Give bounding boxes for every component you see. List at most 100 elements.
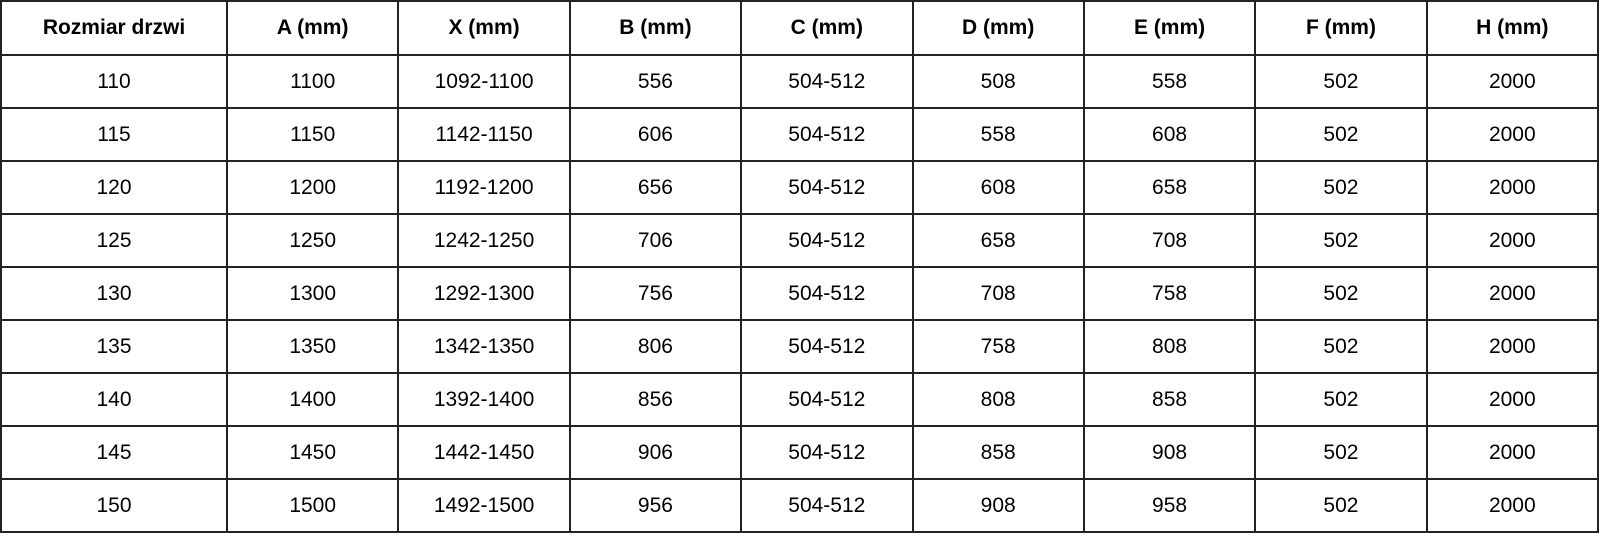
column-header: F (mm) — [1254, 0, 1428, 56]
table-cell: 2000 — [1425, 160, 1600, 215]
table-cell: 502 — [1254, 319, 1428, 374]
table-cell: 502 — [1254, 478, 1428, 533]
table-row: 150 1500 1492-1500 956 504-512 908 958 502 2000 — [0, 478, 1600, 533]
table-cell: 1492-1500 — [397, 478, 571, 533]
column-header: Rozmiar drzwi — [0, 0, 228, 56]
table-row: 145 1450 1442-1450 906 504-512 858 908 502 2000 — [0, 425, 1600, 480]
table-cell: 606 — [568, 107, 743, 162]
table-cell: 504-512 — [740, 266, 914, 321]
table-cell: 908 — [911, 478, 1085, 533]
table-cell: 2000 — [1425, 213, 1600, 268]
table-cell: 504-512 — [740, 425, 914, 480]
table-cell: 558 — [1082, 54, 1257, 109]
table-cell: 806 — [568, 319, 743, 374]
table-cell: 1500 — [225, 478, 400, 533]
column-header: H (mm) — [1425, 0, 1600, 56]
table-cell: 508 — [911, 54, 1085, 109]
table-cell: 504-512 — [740, 160, 914, 215]
table-cell: 756 — [568, 266, 743, 321]
table-row: 110 1100 1092-1100 556 504-512 508 558 502 2000 — [0, 54, 1600, 109]
table-cell: 1092-1100 — [397, 54, 571, 109]
column-header: C (mm) — [740, 0, 914, 56]
table-cell: 958 — [1082, 478, 1257, 533]
table-cell: 1342-1350 — [397, 319, 571, 374]
table-cell: 125 — [0, 213, 228, 268]
column-header: A (mm) — [225, 0, 400, 56]
table-row: 135 1350 1342-1350 806 504-512 758 808 502 2000 — [0, 319, 1600, 374]
table-cell: 1292-1300 — [397, 266, 571, 321]
table-cell: 502 — [1254, 425, 1428, 480]
table-cell: 956 — [568, 478, 743, 533]
table-row: 140 1400 1392-1400 856 504-512 808 858 502 2000 — [0, 372, 1600, 427]
table-cell: 504-512 — [740, 478, 914, 533]
table-cell: 858 — [911, 425, 1085, 480]
column-header: B (mm) — [568, 0, 743, 56]
table-cell: 150 — [0, 478, 228, 533]
table-cell: 608 — [911, 160, 1085, 215]
table-cell: 1392-1400 — [397, 372, 571, 427]
table-cell: 2000 — [1425, 107, 1600, 162]
table-cell: 708 — [911, 266, 1085, 321]
table-cell: 502 — [1254, 266, 1428, 321]
table-cell: 2000 — [1425, 478, 1600, 533]
table-cell: 1350 — [225, 319, 400, 374]
column-header: E (mm) — [1082, 0, 1257, 56]
table-cell: 2000 — [1425, 425, 1600, 480]
table-cell: 758 — [1082, 266, 1257, 321]
table-cell: 1442-1450 — [397, 425, 571, 480]
table-cell: 2000 — [1425, 54, 1600, 109]
column-header: X (mm) — [397, 0, 571, 56]
table-cell: 2000 — [1425, 372, 1600, 427]
table-cell: 1142-1150 — [397, 107, 571, 162]
table-cell: 502 — [1254, 213, 1428, 268]
table-row: 115 1150 1142-1150 606 504-512 558 608 502 2000 — [0, 107, 1600, 162]
table-cell: 110 — [0, 54, 228, 109]
table-cell: 504-512 — [740, 319, 914, 374]
table-cell: 608 — [1082, 107, 1257, 162]
table-cell: 140 — [0, 372, 228, 427]
table-body: 110 1100 1092-1100 556 504-512 508 558 502 2000 1… — [0, 54, 1600, 533]
table-cell: 1400 — [225, 372, 400, 427]
table-row: 120 1200 1192-1200 656 504-512 608 658 502 2000 — [0, 160, 1600, 215]
table-cell: 1450 — [225, 425, 400, 480]
table-cell: 504-512 — [740, 54, 914, 109]
table-cell: 504-512 — [740, 107, 914, 162]
table-cell: 1150 — [225, 107, 400, 162]
table-cell: 1250 — [225, 213, 400, 268]
table-cell: 706 — [568, 213, 743, 268]
table-cell: 658 — [911, 213, 1085, 268]
table-cell: 502 — [1254, 372, 1428, 427]
table-cell: 708 — [1082, 213, 1257, 268]
header-row: Rozmiar drzwi A (mm) X (mm) B (mm) C (mm) D (… — [0, 0, 1600, 56]
table-cell: 504-512 — [740, 213, 914, 268]
table-cell: 2000 — [1425, 266, 1600, 321]
column-header: D (mm) — [911, 0, 1085, 56]
table-cell: 1300 — [225, 266, 400, 321]
table-cell: 1192-1200 — [397, 160, 571, 215]
table-cell: 115 — [0, 107, 228, 162]
table-cell: 130 — [0, 266, 228, 321]
table-cell: 808 — [1082, 319, 1257, 374]
table-cell: 2000 — [1425, 319, 1600, 374]
table-cell: 1242-1250 — [397, 213, 571, 268]
table-cell: 656 — [568, 160, 743, 215]
table-cell: 1100 — [225, 54, 400, 109]
table-cell: 758 — [911, 319, 1085, 374]
table-cell: 658 — [1082, 160, 1257, 215]
table-row: 125 1250 1242-1250 706 504-512 658 708 502 2000 — [0, 213, 1600, 268]
table-cell: 856 — [568, 372, 743, 427]
table-cell: 556 — [568, 54, 743, 109]
table-cell: 504-512 — [740, 372, 914, 427]
table-cell: 502 — [1254, 54, 1428, 109]
table-row: 130 1300 1292-1300 756 504-512 708 758 502 2000 — [0, 266, 1600, 321]
table-cell: 135 — [0, 319, 228, 374]
table-cell: 908 — [1082, 425, 1257, 480]
table-cell: 145 — [0, 425, 228, 480]
table-cell: 858 — [1082, 372, 1257, 427]
table-cell: 502 — [1254, 160, 1428, 215]
table-cell: 1200 — [225, 160, 400, 215]
table-cell: 558 — [911, 107, 1085, 162]
table-cell: 502 — [1254, 107, 1428, 162]
table-cell: 120 — [0, 160, 228, 215]
